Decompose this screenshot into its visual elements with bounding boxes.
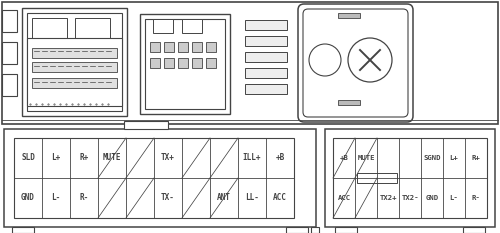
Bar [338,100,360,105]
Bar [2,42,17,64]
Text: TX-: TX- [161,193,175,202]
Bar [32,48,117,58]
Circle shape [348,38,392,82]
Bar [2,10,17,32]
Bar [357,173,397,183]
Text: LL-: LL- [245,193,259,202]
FancyBboxPatch shape [298,4,413,122]
Text: R-: R- [472,195,480,201]
Text: ACC: ACC [338,195,350,201]
Bar [164,42,174,52]
Bar [192,42,202,52]
Text: TX+: TX+ [161,154,175,162]
Text: TX2-: TX2- [401,195,419,201]
Bar [27,38,122,106]
Bar [335,227,357,233]
Text: MUTE: MUTE [103,154,121,162]
Bar [178,58,188,68]
Bar [206,42,216,52]
Bar [150,58,160,68]
Text: ILL+: ILL+ [243,154,261,162]
Bar [140,14,230,114]
Bar [2,74,17,96]
Text: R+: R+ [472,155,480,161]
Bar [2,2,498,124]
Bar [311,227,319,233]
FancyBboxPatch shape [303,9,408,117]
Bar [338,13,360,18]
Bar [145,19,225,109]
Bar [245,68,287,78]
Text: L-: L- [450,195,458,201]
Text: MUTE: MUTE [357,155,375,161]
Text: L+: L+ [450,155,458,161]
Bar [27,13,122,111]
Text: SGND: SGND [423,155,441,161]
Bar [245,52,287,62]
Text: ACC: ACC [273,193,287,202]
Bar [178,42,188,52]
Bar [192,58,202,68]
Bar [32,18,67,40]
Bar [286,227,308,233]
Bar [14,138,294,218]
Bar [75,18,110,40]
Bar [325,129,495,227]
Bar [245,84,287,94]
Bar [245,36,287,46]
Bar [463,227,485,233]
Bar [164,58,174,68]
Text: TX2+: TX2+ [380,195,397,201]
Text: +B: +B [276,154,284,162]
Text: R+: R+ [80,154,88,162]
Text: GND: GND [21,193,35,202]
Text: R-: R- [80,193,88,202]
Text: GND: GND [426,195,438,201]
Text: +B: +B [340,155,348,161]
Bar [206,58,216,68]
Text: L-: L- [52,193,60,202]
Bar [12,227,34,233]
Bar [32,62,117,72]
Bar [4,129,316,227]
Bar [22,8,127,116]
Circle shape [309,44,341,76]
Bar [182,19,202,33]
Bar [150,42,160,52]
Bar [153,19,173,33]
Text: SLD: SLD [21,154,35,162]
Text: ANT: ANT [217,193,231,202]
Bar [245,20,287,30]
Bar [32,78,117,88]
Text: L+: L+ [52,154,60,162]
Bar [333,138,487,218]
Bar [124,121,168,129]
